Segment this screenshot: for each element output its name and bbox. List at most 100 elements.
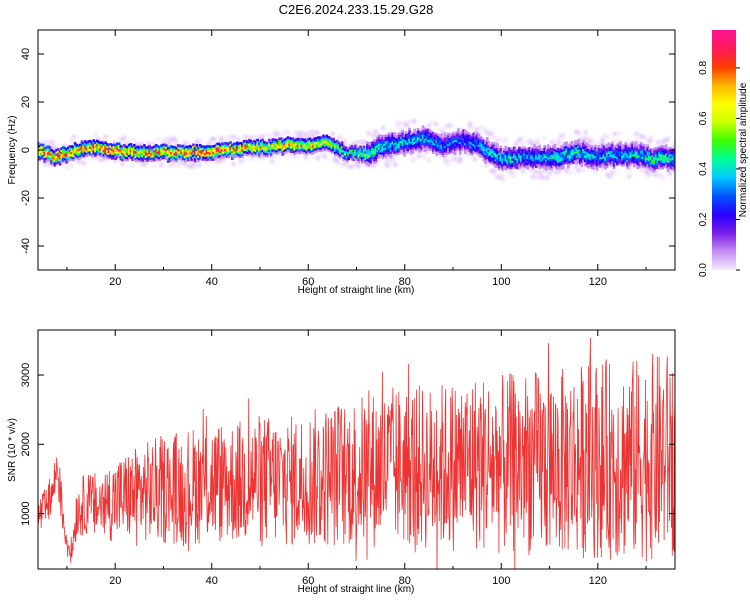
heatmap-cell <box>607 155 611 159</box>
heatmap-halo-cell <box>171 136 176 141</box>
heatmap-cell <box>360 148 364 151</box>
heatmap-cell <box>197 153 200 156</box>
heatmap-cell <box>56 161 60 164</box>
heatmap-cell <box>197 155 200 158</box>
heatmap-cell <box>548 148 552 151</box>
heatmap-cell <box>507 147 511 150</box>
heatmap-cell <box>502 158 506 162</box>
heatmap-cell <box>399 134 403 137</box>
heatmap-cell <box>626 163 629 167</box>
heatmap-cell <box>139 151 143 155</box>
heatmap-cell <box>306 149 310 152</box>
heatmap-cell <box>247 138 251 142</box>
heatmap-cell <box>462 135 465 139</box>
heatmap-halo-cell <box>69 138 74 143</box>
heatmap-halo-cell <box>183 161 188 166</box>
heatmap-cell <box>447 145 450 149</box>
heatmap-halo-cell <box>286 131 291 136</box>
heatmap-cell <box>403 134 406 138</box>
heatmap-halo-cell <box>43 144 48 149</box>
heatmap-cell <box>170 147 173 150</box>
heatmap-cell <box>202 149 205 153</box>
heatmap-cell <box>306 142 310 146</box>
heatmap-cell <box>312 142 315 146</box>
heatmap-cell <box>122 148 126 151</box>
heatmap-cell <box>639 146 643 149</box>
heatmap-halo-cell <box>540 175 545 180</box>
heatmap-cell <box>550 158 553 162</box>
heatmap-halo-cell <box>120 162 125 167</box>
heatmap-cell <box>484 161 487 164</box>
heatmap-cell <box>166 160 170 163</box>
heatmap-cell <box>632 162 636 166</box>
heatmap-cell <box>501 164 504 167</box>
heatmap-cell <box>298 147 302 151</box>
heatmap-cell <box>330 151 334 154</box>
heatmap-cell <box>296 148 300 152</box>
heatmap-cell <box>339 153 342 157</box>
heatmap-cell <box>651 148 655 151</box>
heatmap-cell <box>421 138 425 141</box>
heatmap-cell <box>217 155 221 159</box>
heatmap-halo-cell <box>663 139 668 144</box>
heatmap-cell <box>239 152 242 156</box>
heatmap-cell <box>513 146 516 150</box>
heatmap-cell <box>339 149 342 153</box>
heatmap-halo-cell <box>583 130 588 135</box>
heatmap-halo-cell <box>352 141 357 146</box>
heatmap-cell <box>161 148 165 151</box>
heatmap-cell <box>582 148 585 152</box>
heatmap-cell <box>352 158 356 161</box>
heatmap-cell <box>573 144 577 148</box>
heatmap-cell <box>649 164 653 167</box>
heatmap-cell <box>360 156 364 160</box>
heatmap-cell <box>605 156 609 160</box>
heatmap-cell <box>411 144 415 148</box>
heatmap-cell <box>278 139 281 143</box>
heatmap-cell <box>511 164 514 168</box>
heatmap-cell <box>643 165 646 169</box>
heatmap-halo-cell <box>166 141 171 146</box>
heatmap-cell <box>48 152 52 156</box>
heatmap-cell <box>170 158 173 161</box>
heatmap-cell <box>308 144 312 147</box>
heatmap-cell <box>252 142 256 145</box>
heatmap-cell <box>344 157 347 160</box>
heatmap-cell <box>445 135 449 138</box>
heatmap-cell <box>185 152 188 155</box>
heatmap-cell <box>416 130 420 133</box>
heatmap-cell <box>56 148 60 151</box>
heatmap-cell <box>382 141 386 144</box>
heatmap-cell <box>653 154 656 157</box>
heatmap-cell <box>453 137 457 141</box>
heatmap-cell <box>318 138 322 142</box>
heatmap-cell <box>355 154 359 157</box>
heatmap-cell <box>443 143 447 146</box>
heatmap-cell <box>418 139 422 142</box>
heatmap-cell <box>653 158 656 162</box>
heatmap-cell <box>610 150 614 153</box>
heatmap-cell <box>241 148 244 152</box>
heatmap-cell <box>541 150 545 154</box>
heatmap-cell <box>509 164 513 168</box>
heatmap-halo-cell <box>151 141 156 146</box>
heatmap-cell <box>195 156 199 160</box>
heatmap-cell <box>619 143 623 147</box>
heatmap-cell <box>523 150 526 154</box>
heatmap-cell <box>639 150 643 154</box>
heatmap-cell <box>462 137 465 141</box>
heatmap-halo-cell <box>549 140 554 145</box>
heatmap-cell <box>556 165 560 168</box>
heatmap-cell <box>671 166 675 169</box>
heatmap-cell <box>99 145 102 149</box>
heatmap-cell <box>268 147 271 150</box>
heatmap-cell <box>224 148 227 152</box>
heatmap-cell <box>207 151 210 155</box>
heatmap-cell <box>244 139 248 143</box>
heatmap-cell <box>577 141 580 144</box>
heatmap-cell <box>188 147 192 150</box>
heatmap-cell <box>516 164 519 168</box>
heatmap-cell <box>529 156 533 160</box>
heatmap-cell <box>590 166 594 170</box>
heatmap-cell <box>107 150 111 153</box>
